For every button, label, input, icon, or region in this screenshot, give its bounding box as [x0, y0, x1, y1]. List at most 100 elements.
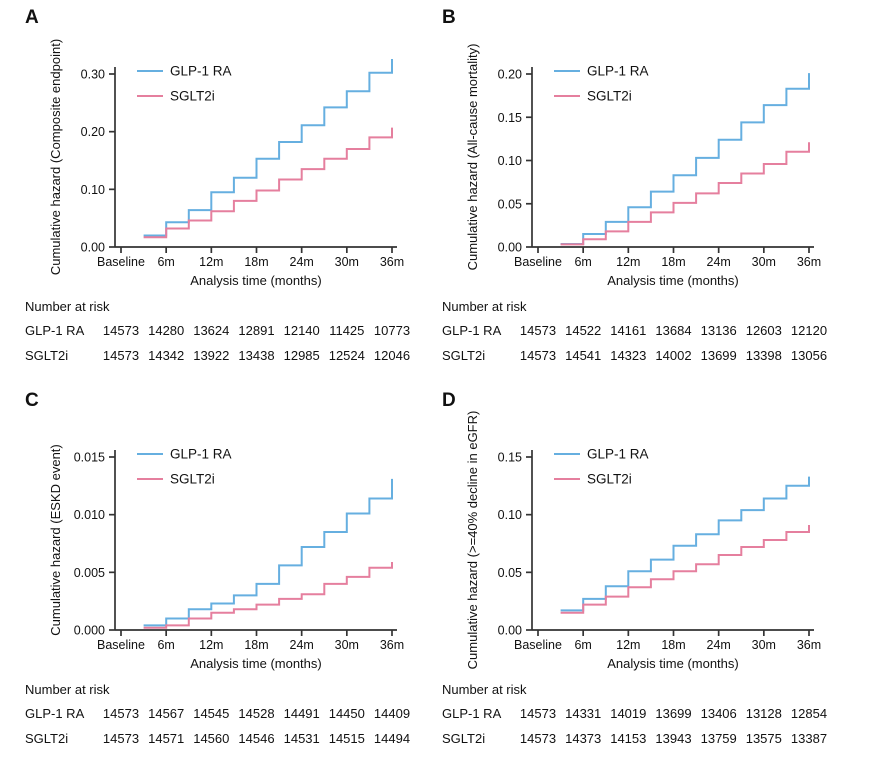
risk-value: 14573: [519, 706, 557, 721]
risk-value: 13684: [655, 323, 692, 338]
x-tick-label: 12m: [616, 255, 640, 269]
y-axis-title: Cumulative hazard (Composite endpoint): [48, 39, 63, 275]
risk-value: 12854: [790, 706, 828, 721]
risk-row-label: GLP-1 RA: [442, 323, 502, 338]
y-tick-label: 0.20: [498, 68, 522, 82]
risk-row-glp1ra: GLP-1 RA 14573 14331 14019 13699 13406 13128 1…: [429, 706, 885, 722]
risk-value: 12891: [238, 323, 275, 338]
panel-c-letter: C: [25, 390, 39, 411]
risk-value: 14541: [565, 348, 602, 363]
y-tick-label: 0.10: [81, 183, 105, 197]
risk-value: 14515: [328, 731, 365, 746]
risk-value: 14573: [102, 348, 140, 363]
risk-value: 13922: [193, 348, 230, 363]
legend-label: GLP-1 RA: [170, 447, 232, 462]
risk-value: 12140: [283, 323, 320, 338]
risk-table-title: Number at risk: [442, 682, 527, 697]
x-tick-label: Baseline: [514, 638, 562, 652]
risk-row-values: 14573 14522 14161 13684 13136 12603 12120: [429, 323, 885, 339]
x-tick-label: Baseline: [514, 255, 562, 269]
risk-value: 14545: [193, 706, 230, 721]
series-line-sglt2i: [560, 525, 810, 614]
x-tick-label: 6m: [574, 638, 591, 652]
risk-row-sglt2i: SGLT2i 14573 14373 14153 13943 13759 13575 133…: [429, 731, 885, 747]
x-tick-label: 6m: [157, 638, 174, 652]
risk-row-label: GLP-1 RA: [442, 706, 502, 721]
x-tick-label: 36m: [797, 255, 821, 269]
y-tick-label: 0.015: [74, 451, 105, 465]
chart-eskd-event: 0.000 0.005 0.010 0.015 Cumulative hazard (E…: [48, 444, 404, 671]
y-tick-label: 0.20: [81, 125, 105, 139]
chart-composite-endpoint: 0.00 0.10 0.20 0.30 Cumulative hazard (Compo…: [48, 39, 404, 288]
risk-row-glp1ra: GLP-1 RA 14573 14522 14161 13684 13136 12603 1…: [429, 323, 885, 339]
x-tick-label: 18m: [244, 638, 268, 652]
risk-value: 14323: [610, 348, 647, 363]
risk-value: 14373: [565, 731, 602, 746]
x-tick-label: 36m: [380, 638, 404, 652]
y-axis-title: Cumulative hazard (All-cause mortality): [465, 44, 480, 271]
risk-row-label: SGLT2i: [442, 731, 486, 746]
series-line-sglt2i: [143, 562, 393, 629]
risk-value: 13056: [790, 348, 828, 363]
panel-d: D 0.00 0.05 0.10 0.15 Cumulative hazard (>=4…: [429, 388, 885, 771]
risk-value: 14161: [610, 323, 647, 338]
y-tick-label: 0.30: [81, 68, 105, 82]
panel-c: C 0.000 0.005 0.010 0.015 Cumulative hazard …: [12, 388, 468, 771]
risk-value: 14573: [102, 706, 140, 721]
panel-b: B 0.00 0.05 0.10 0.15 0.20 Cumulative hazard …: [429, 5, 885, 388]
risk-value: 10773: [373, 323, 411, 338]
x-tick-label: 30m: [335, 638, 359, 652]
x-tick-label: 36m: [797, 638, 821, 652]
risk-value: 14342: [148, 348, 185, 363]
risk-row-label: GLP-1 RA: [25, 323, 85, 338]
risk-row-values: 14573 14567 14545 14528 14491 14450 14409: [12, 706, 468, 722]
x-tick-label: Baseline: [97, 255, 145, 269]
x-tick-label: 18m: [661, 255, 685, 269]
risk-value: 12120: [790, 323, 828, 338]
risk-row-values: 14573 14373 14153 13943 13759 13575 13387: [429, 731, 885, 747]
legend-label: SGLT2i: [587, 89, 632, 104]
risk-value: 14450: [328, 706, 365, 721]
y-tick-label: 0.15: [498, 111, 522, 125]
risk-value: 14567: [148, 706, 185, 721]
series-line-sglt2i: [560, 142, 810, 246]
x-tick-label: 18m: [244, 255, 268, 269]
panel-b-letter: B: [442, 7, 456, 28]
y-tick-label: 0.00: [498, 241, 522, 255]
x-tick-label: 12m: [199, 255, 223, 269]
risk-value: 13759: [700, 731, 737, 746]
y-tick-label: 0.15: [498, 451, 522, 465]
y-tick-label: 0.05: [498, 197, 522, 211]
risk-value: 14571: [148, 731, 185, 746]
series-line-sglt2i: [143, 127, 393, 239]
x-tick-label: Baseline: [97, 638, 145, 652]
y-tick-label: 0.00: [81, 241, 105, 255]
x-axis-title: Analysis time (months): [190, 656, 321, 671]
risk-table-title: Number at risk: [25, 299, 110, 314]
risk-value: 14153: [610, 731, 647, 746]
x-tick-label: 24m: [290, 255, 314, 269]
risk-table-title: Number at risk: [25, 682, 110, 697]
x-axis-title: Analysis time (months): [607, 656, 738, 671]
x-tick-label: 18m: [661, 638, 685, 652]
risk-value: 13387: [790, 731, 828, 746]
series-line-glp-1-ra: [143, 478, 393, 627]
risk-row-values: 14573 14331 14019 13699 13406 13128 12854: [429, 706, 885, 722]
risk-value: 14002: [655, 348, 692, 363]
risk-value: 14331: [565, 706, 602, 721]
risk-row-sglt2i: SGLT2i 14573 14571 14560 14546 14531 14515 144…: [12, 731, 468, 747]
x-tick-label: 30m: [752, 255, 776, 269]
risk-row-label: SGLT2i: [442, 348, 486, 363]
risk-value: 12046: [373, 348, 411, 363]
legend-label: SGLT2i: [170, 89, 215, 104]
y-axis-title: Cumulative hazard (ESKD event): [48, 444, 63, 635]
y-tick-label: 0.10: [498, 154, 522, 168]
risk-value: 14573: [102, 323, 140, 338]
series-line-glp-1-ra: [560, 73, 810, 245]
legend-label: GLP-1 RA: [587, 64, 649, 79]
legend-label: SGLT2i: [587, 472, 632, 487]
legend: GLP-1 RA SGLT2i: [137, 447, 232, 487]
panel-d-letter: D: [442, 390, 456, 411]
risk-row-values: 14573 14571 14560 14546 14531 14515 14494: [12, 731, 468, 747]
x-tick-label: 24m: [290, 638, 314, 652]
